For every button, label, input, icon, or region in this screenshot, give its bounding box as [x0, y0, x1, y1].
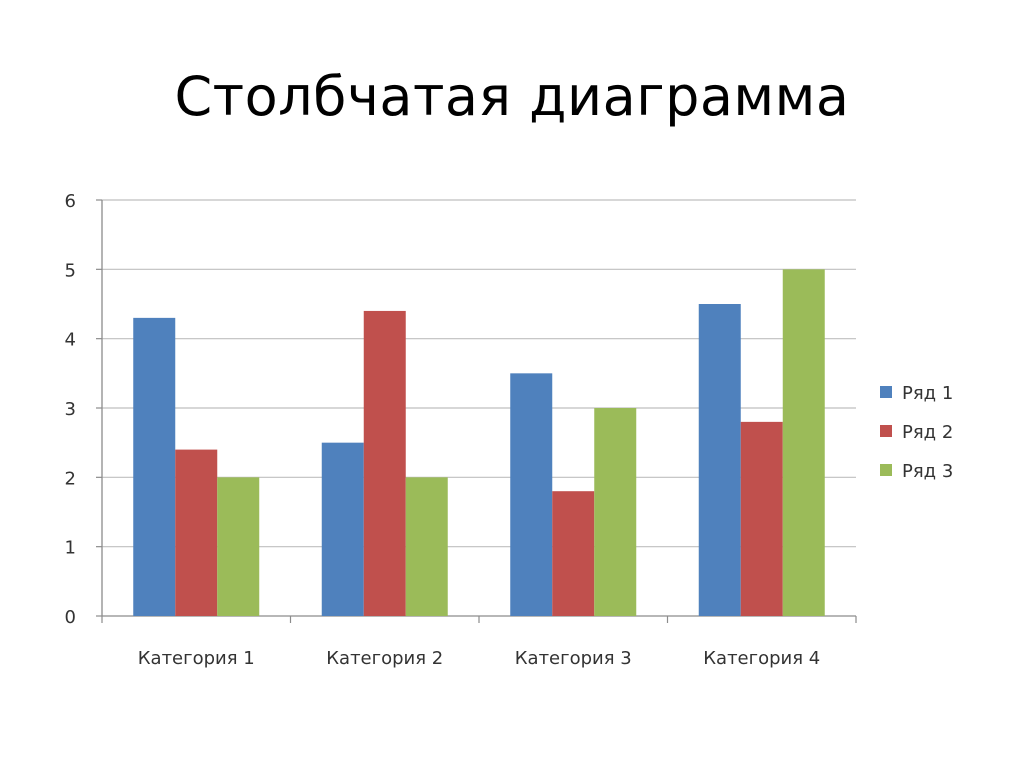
- bar-1-2: [321, 442, 364, 616]
- legend-label: Ряд 3: [902, 461, 953, 482]
- bar-3-4: [782, 269, 825, 616]
- bar-1-4: [698, 304, 741, 616]
- bar-2-3: [552, 491, 595, 616]
- bars: [133, 269, 825, 616]
- legend-label: Ряд 1: [902, 383, 953, 404]
- legend-swatch: [880, 464, 892, 476]
- y-tick-label: 3: [65, 399, 76, 420]
- x-category-label: Категория 1: [138, 648, 255, 669]
- legend: Ряд 1 Ряд 2 Ряд 3: [880, 383, 953, 482]
- bar-3-1: [217, 477, 260, 616]
- x-category-label: Категория 2: [326, 648, 443, 669]
- x-category-label: Категория 4: [703, 648, 820, 669]
- y-tick-label: 0: [65, 607, 76, 628]
- bar-1-3: [510, 373, 553, 616]
- page-title: Столбчатая диаграмма: [174, 65, 850, 128]
- y-tick-label: 2: [65, 468, 76, 489]
- bar-2-4: [740, 421, 783, 616]
- bar-2-2: [363, 310, 406, 616]
- bar-3-2: [405, 477, 448, 616]
- legend-swatch: [880, 386, 892, 398]
- bar-2-1: [175, 449, 218, 616]
- y-tick-label: 5: [65, 260, 76, 281]
- x-category-labels: Категория 1 Категория 2 Категория 3 Категор…: [138, 648, 820, 669]
- y-tick-label: 4: [65, 330, 76, 351]
- legend-label: Ряд 2: [902, 422, 953, 443]
- bar-1-1: [133, 317, 176, 616]
- y-tick-label: 1: [65, 538, 76, 559]
- x-category-label: Категория 3: [515, 648, 632, 669]
- y-tick-label: 6: [65, 191, 76, 212]
- y-tick-labels: 0 1 2 3 4 5 6: [65, 191, 76, 628]
- legend-swatch: [880, 425, 892, 437]
- bar-3-3: [594, 408, 637, 616]
